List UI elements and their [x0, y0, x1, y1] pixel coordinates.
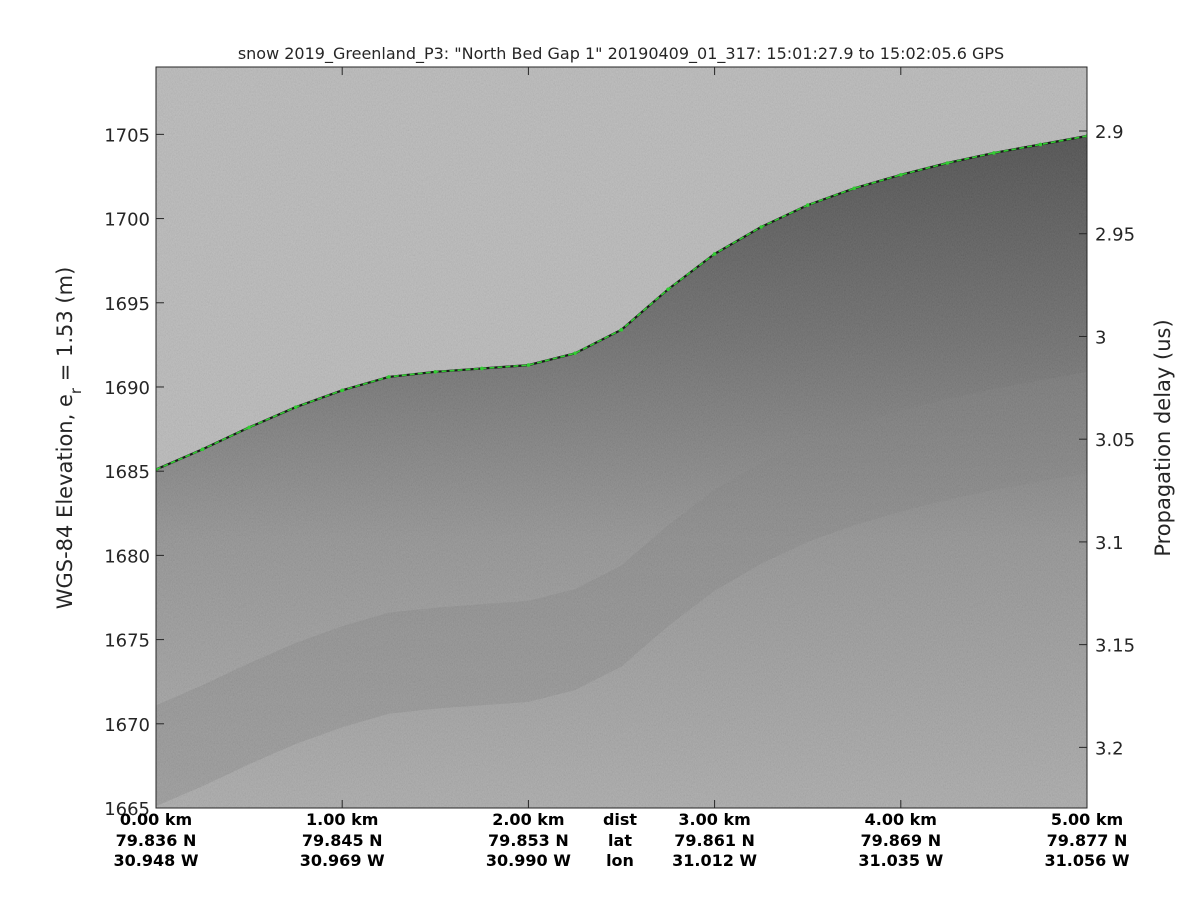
y-axis-right-label: Propagation delay (us)	[1151, 319, 1175, 556]
x-row-label: lat	[608, 831, 632, 850]
surface-layer-point	[340, 388, 345, 393]
y-tick-right-label: 3.15	[1095, 636, 1135, 657]
x-tick-label: 31.035 W	[858, 851, 943, 870]
surface-layer-point	[992, 151, 996, 155]
surface-layer-line	[156, 134, 1087, 472]
surface-layer-point	[852, 186, 857, 191]
x-tick-label: 5.00 km	[1051, 810, 1123, 829]
surface-layer-point	[526, 363, 531, 367]
plot-area	[156, 67, 1087, 808]
y-tick-left-label: 1665	[104, 799, 150, 820]
x-tick-label: 79.877 N	[1047, 831, 1128, 850]
y-tick-left-label: 1705	[104, 125, 150, 146]
y-tick-left-label: 1695	[104, 294, 150, 315]
y-axis-right: 2.9 2.95 3 3.05 3.1 3.15 3.2	[1079, 122, 1135, 759]
y-tick-left-label: 1680	[104, 546, 150, 567]
y-axis-left: 1705 1700 1695 1690 1685 1680 1675 1670 1665	[104, 125, 164, 820]
x-tick-label: 79.869 N	[860, 831, 941, 850]
surface-layer-point	[1038, 142, 1043, 147]
plot-frame	[155, 66, 1088, 809]
x-tick-label: 31.012 W	[672, 851, 757, 870]
y-tick-right-label: 2.95	[1095, 225, 1135, 246]
x-tick-label: 79.845 N	[302, 831, 383, 850]
surface-layer-point	[805, 203, 810, 207]
y-tick-right-label: 3.1	[1095, 533, 1124, 554]
chart-title: snow 2019_Greenland_P3: "North Bed Gap 1…	[238, 44, 1004, 64]
surface-layer-point	[200, 447, 205, 452]
x-tick-label: 2.00 km	[492, 810, 564, 829]
x-row-label: dist	[603, 810, 637, 829]
speckle-texture	[156, 67, 1087, 808]
y-tick-left-label: 1670	[104, 715, 150, 736]
y-tick-left-label: 1685	[104, 462, 150, 483]
x-axis-ticks	[155, 67, 1088, 808]
surface-layer-point	[433, 370, 438, 374]
surface-layer-point	[712, 252, 717, 256]
y-tick-right-label: 3	[1095, 327, 1106, 348]
y-tick-left-label: 1700	[104, 210, 150, 231]
x-tick-label: 30.969 W	[300, 851, 385, 870]
surface-layer-point	[293, 405, 298, 409]
x-tick-label: 79.853 N	[488, 831, 569, 850]
y-tick-left-label: 1690	[104, 378, 150, 399]
surface-layer-point	[666, 287, 670, 292]
y-tick-right-label: 2.9	[1095, 122, 1124, 143]
x-tick-label: 4.00 km	[865, 810, 937, 829]
x-tick-label: 31.056 W	[1045, 851, 1130, 870]
surface-layer-point	[759, 225, 763, 229]
x-tick-label: 0.00 km	[120, 810, 192, 829]
y-tick-right-label: 3.2	[1095, 738, 1124, 759]
surface-layer-point	[945, 161, 950, 165]
surface-layer-point	[247, 425, 251, 430]
y-tick-right-label: 3.05	[1095, 430, 1135, 451]
x-tick-label: 3.00 km	[678, 810, 750, 829]
x-tick-label: 79.861 N	[674, 831, 755, 850]
surface-layer-point	[480, 366, 484, 371]
x-tick-label: 79.836 N	[116, 831, 197, 850]
x-tick-label: 1.00 km	[306, 810, 378, 829]
surface-layer-point	[386, 375, 391, 379]
x-row-label: lon	[606, 851, 634, 870]
x-tick-label: 30.990 W	[486, 851, 571, 870]
surface-layer-point	[573, 351, 577, 356]
y-tick-left-label: 1675	[104, 631, 150, 652]
surface-layer-point	[899, 172, 903, 177]
y-axis-left-label: WGS-84 Elevation, er = 1.53 (m)	[53, 267, 85, 610]
x-tick-label: 30.948 W	[114, 851, 199, 870]
surface-layer-point	[619, 327, 624, 332]
